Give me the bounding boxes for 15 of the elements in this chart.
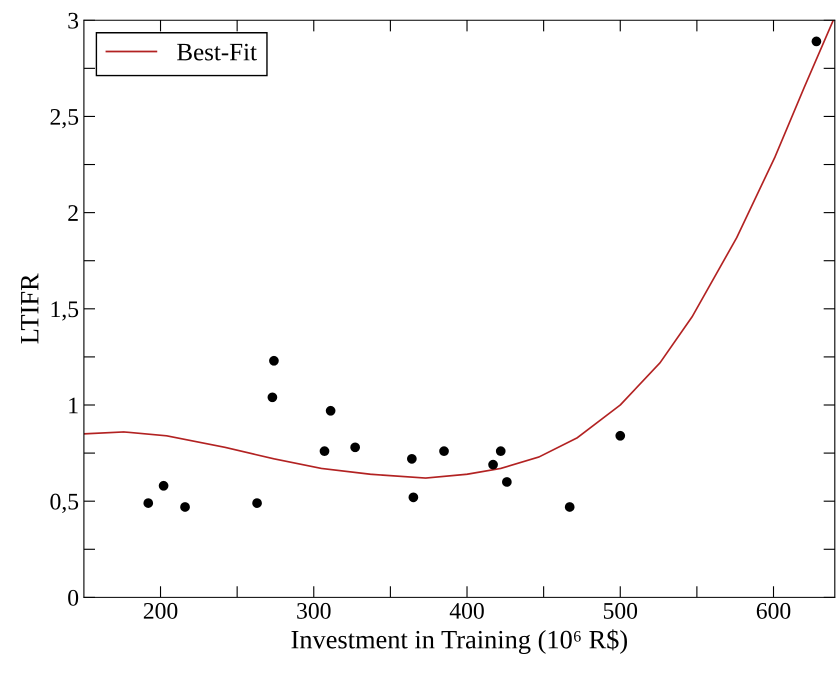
- y-tick-label: 2,5: [50, 108, 78, 128]
- y-axis-title: LTIFR: [21, 273, 38, 344]
- x-tick-label: 500: [604, 602, 638, 619]
- x-tick-label: 400: [450, 602, 484, 619]
- x-tick-label: 300: [297, 602, 331, 619]
- y-tick-label: 2: [68, 205, 78, 221]
- x-tick-label: 600: [756, 602, 790, 619]
- y-tick-label: 1: [69, 398, 78, 414]
- y-tick-label: 0,5: [50, 494, 78, 514]
- y-tick-label: 0: [68, 590, 78, 606]
- y-tick-label: 3: [68, 12, 78, 29]
- x-axis-title: Investment in Training (10⁶ R$): [292, 629, 627, 654]
- legend-label: Best-Fit: [177, 44, 257, 60]
- y-tick-label: 1,5: [52, 301, 78, 321]
- x-tick-label: 200: [144, 602, 178, 619]
